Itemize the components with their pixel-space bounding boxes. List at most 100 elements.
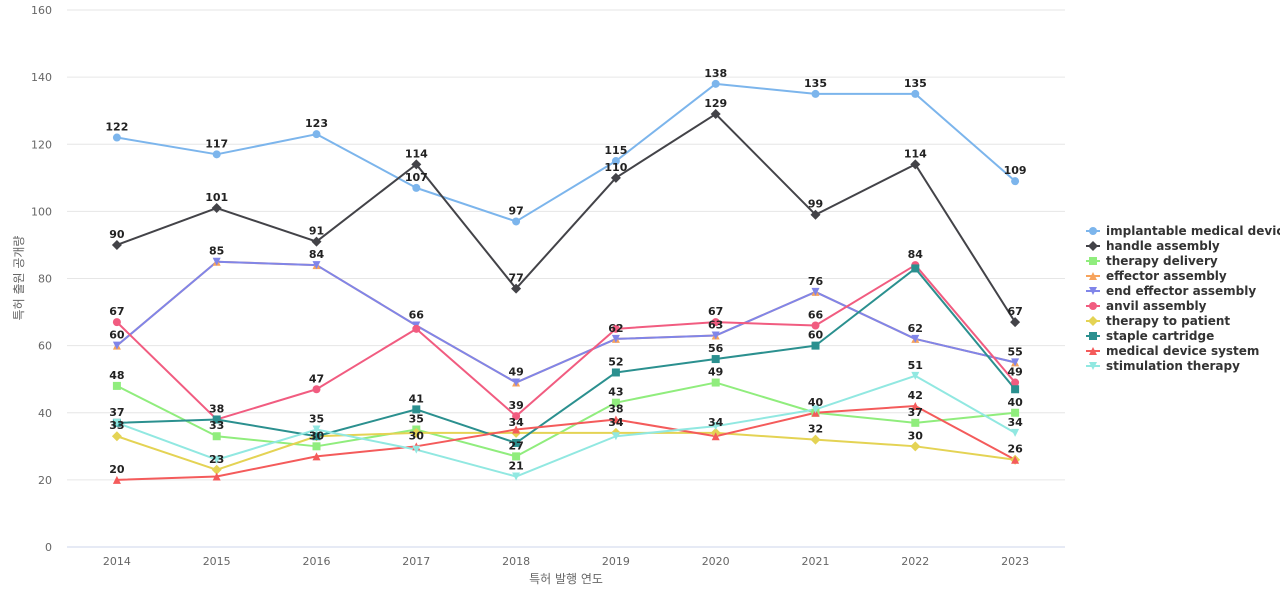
data-label: 84 — [908, 248, 924, 261]
legend-item[interactable]: effector assembly — [1086, 269, 1227, 283]
series-line — [115, 374, 1017, 478]
x-tick-label: 2023 — [1001, 555, 1029, 568]
data-label: 43 — [608, 386, 623, 399]
data-point — [711, 79, 720, 88]
x-tick-label: 2022 — [901, 555, 929, 568]
data-point — [611, 324, 620, 333]
data-label: 39 — [508, 399, 523, 412]
data-point — [811, 321, 820, 330]
legend-label: therapy to patient — [1106, 314, 1230, 328]
x-tick-label: 2017 — [402, 555, 430, 568]
data-point — [112, 341, 121, 350]
data-label: 67 — [109, 305, 124, 318]
grid-lines — [67, 9, 1065, 548]
data-label: 33 — [109, 419, 124, 432]
legend-marker — [1089, 272, 1097, 280]
data-point — [212, 150, 221, 159]
data-label: 34 — [708, 416, 724, 429]
data-point — [910, 159, 921, 170]
data-point — [911, 402, 920, 411]
data-point — [212, 455, 221, 464]
data-label: 66 — [409, 308, 425, 321]
data-label: 49 — [1007, 366, 1022, 379]
data-point — [512, 472, 521, 481]
data-point — [511, 283, 522, 294]
data-label: 129 — [704, 97, 727, 110]
series-line — [115, 405, 1017, 481]
data-point — [112, 133, 121, 142]
data-label: 35 — [309, 413, 324, 426]
y-tick-label: 40 — [38, 407, 52, 420]
data-label: 117 — [205, 137, 228, 150]
legend-marker — [1089, 227, 1097, 235]
data-label: 123 — [305, 117, 328, 130]
legend-item[interactable]: anvil assembly — [1086, 299, 1207, 313]
series-line — [115, 113, 1017, 324]
legend-marker — [1089, 302, 1097, 310]
series-line — [115, 260, 1017, 384]
x-tick-label: 2015 — [203, 555, 231, 568]
x-tick-label: 2014 — [103, 555, 131, 568]
legend-item[interactable]: end effector assembly — [1086, 284, 1256, 298]
data-point — [1011, 177, 1020, 186]
data-point — [212, 415, 221, 424]
data-point — [611, 334, 620, 343]
data-point — [911, 334, 920, 343]
data-point — [412, 324, 421, 333]
data-label: 40 — [1007, 396, 1023, 409]
legend-item[interactable]: medical device system — [1086, 344, 1259, 358]
data-label: 42 — [908, 389, 923, 402]
data-label: 115 — [604, 144, 627, 157]
legend-marker — [1089, 332, 1097, 340]
data-label: 48 — [109, 369, 124, 382]
series-line — [115, 82, 1017, 223]
data-point — [512, 425, 521, 434]
data-label: 67 — [708, 305, 723, 318]
data-point — [311, 236, 322, 247]
data-label: 107 — [405, 171, 428, 184]
data-point — [212, 257, 221, 266]
series-markers — [111, 79, 1021, 484]
data-label: 114 — [405, 147, 428, 160]
legend-item[interactable]: implantable medical device — [1086, 224, 1280, 238]
data-point — [711, 331, 720, 340]
data-point — [910, 441, 921, 452]
data-point — [711, 432, 720, 441]
data-label: 109 — [1004, 164, 1027, 177]
data-point — [211, 464, 222, 475]
data-point — [312, 130, 321, 139]
data-point — [111, 431, 122, 442]
data-label: 49 — [508, 366, 523, 379]
data-label: 38 — [608, 402, 623, 415]
data-point — [112, 381, 121, 390]
legend-label: therapy delivery — [1106, 254, 1218, 268]
data-point — [810, 434, 821, 445]
data-point — [211, 203, 222, 214]
legend-label: handle assembly — [1106, 239, 1220, 253]
legend-item[interactable]: therapy to patient — [1086, 314, 1230, 328]
series-line — [115, 431, 1017, 471]
data-label: 62 — [908, 322, 923, 335]
data-label: 55 — [1007, 345, 1022, 358]
data-label: 34 — [508, 416, 524, 429]
legend-item[interactable]: stimulation therapy — [1086, 359, 1240, 373]
legend-label: end effector assembly — [1106, 284, 1256, 298]
data-label: 66 — [808, 308, 824, 321]
data-point — [811, 405, 820, 414]
data-point — [811, 287, 820, 296]
data-point — [111, 239, 122, 250]
data-label: 30 — [908, 429, 924, 442]
data-point — [1011, 385, 1020, 394]
legend-item[interactable]: therapy delivery — [1086, 254, 1218, 268]
data-point — [412, 405, 421, 414]
data-point — [112, 318, 121, 327]
data-label: 35 — [409, 413, 424, 426]
legend-item[interactable]: handle assembly — [1086, 239, 1220, 253]
legend-marker — [1088, 241, 1098, 251]
data-point — [312, 425, 321, 434]
data-labels: 1229067604837332011710185383323123918447… — [105, 67, 1026, 476]
legend-label: anvil assembly — [1106, 299, 1207, 313]
legend-item[interactable]: staple cartridge — [1086, 329, 1214, 343]
data-label: 77 — [508, 272, 523, 285]
